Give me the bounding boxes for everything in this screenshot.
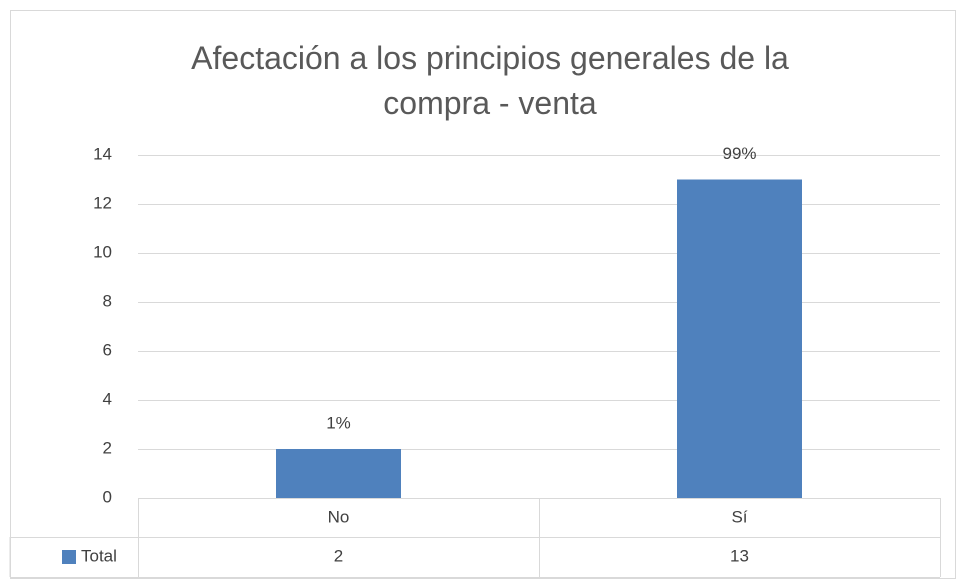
annotation: 99% <box>722 144 756 163</box>
chart-border <box>10 10 956 579</box>
chart-title: Afectación a los principios generales de… <box>191 40 789 121</box>
y-tick-label: 10 <box>93 242 112 261</box>
x-tick-label: No <box>328 507 350 526</box>
y-tick-label: 0 <box>103 487 112 506</box>
table-value: 13 <box>730 546 749 565</box>
y-tick-label: 12 <box>93 193 112 212</box>
legend-label: Total <box>81 546 117 565</box>
annotation: 1% <box>326 413 351 432</box>
y-tick-label: 8 <box>103 291 112 310</box>
table-value: 2 <box>334 546 343 565</box>
legend-key <box>62 550 76 564</box>
bar <box>677 179 802 498</box>
x-tick-label: Sí <box>731 507 747 526</box>
y-tick-label: 6 <box>103 340 112 359</box>
y-tick-label: 14 <box>93 144 112 163</box>
bar <box>276 449 401 498</box>
y-tick-label: 2 <box>103 438 112 457</box>
y-tick-label: 4 <box>103 389 112 408</box>
